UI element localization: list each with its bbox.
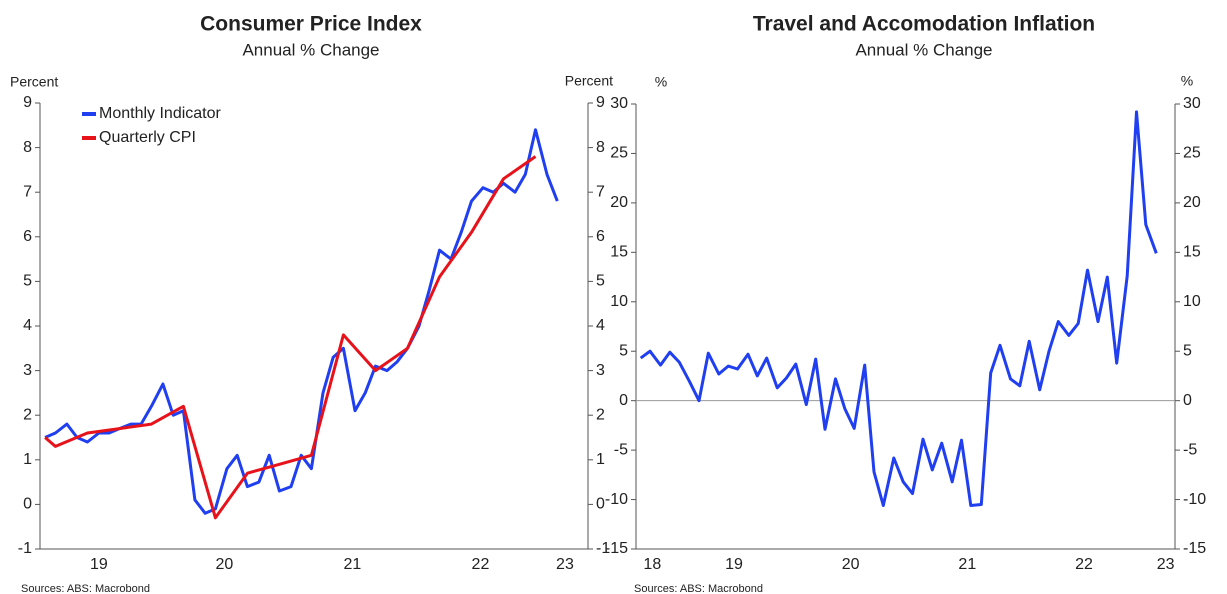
y2-tick-label: 6	[596, 228, 605, 245]
x-tick-label: 21	[344, 556, 362, 573]
y2-tick-label: 4	[596, 317, 605, 334]
x-tick-label: 19	[90, 556, 108, 573]
y2-tick-label: 20	[1183, 194, 1201, 211]
y-tick-label: 8	[23, 139, 32, 156]
y-axis-label: Percent	[10, 74, 58, 90]
y2-tick-label: 5	[1183, 342, 1192, 359]
x-tick-label: 23	[556, 556, 574, 573]
legend-label: Quarterly CPI	[99, 129, 196, 146]
y-tick-label: 7	[23, 183, 32, 200]
chart-subtitle: Annual % Change	[855, 40, 992, 59]
line	[639, 110, 1158, 507]
y-tick-label: 20	[610, 194, 628, 211]
y2-tick-label: 3	[596, 362, 605, 379]
y2-tick-label: -15	[1183, 540, 1206, 557]
y2-tick-label: 0	[1183, 392, 1192, 409]
y-tick-label: 25	[610, 145, 628, 162]
y-tick-label: -5	[614, 441, 628, 458]
y-axis-label: %	[655, 74, 667, 90]
y-tick-label: 1	[23, 451, 32, 468]
line	[44, 128, 559, 515]
x-tick-label: 22	[1075, 556, 1093, 573]
y2-tick-label: 7	[596, 183, 605, 200]
chart-title: Travel and Accomodation Inflation	[753, 13, 1095, 36]
y-tick-label: 5	[619, 342, 628, 359]
x-tick-label: 19	[725, 556, 743, 573]
y-tick-label: 3	[23, 362, 32, 379]
y-tick-label: 30	[610, 95, 628, 112]
y-tick-label: 10	[610, 293, 628, 310]
x-tick-label: 18	[643, 556, 661, 573]
y2-tick-label: -1	[596, 540, 610, 557]
y2-tick-label: 10	[1183, 293, 1201, 310]
y-tick-label: 0	[23, 496, 32, 513]
x-tick-label: 23	[1157, 556, 1175, 573]
y2-tick-label: -10	[1183, 491, 1206, 508]
y-tick-label: 15	[610, 244, 628, 261]
y2-tick-label: 30	[1183, 95, 1201, 112]
chart-subtitle: Annual % Change	[242, 40, 379, 59]
x-tick-label: 22	[472, 556, 490, 573]
y-tick-label: -10	[605, 491, 628, 508]
y-tick-label: 4	[23, 317, 32, 334]
y2-tick-label: 2	[596, 406, 605, 423]
y-tick-label: 2	[23, 406, 32, 423]
y2-tick-label: 8	[596, 139, 605, 156]
y2-axis-label: %	[1181, 73, 1193, 89]
y2-tick-label: -5	[1183, 441, 1197, 458]
y-tick-label: 9	[23, 94, 32, 111]
y-tick-label: 0	[619, 392, 628, 409]
source: Sources: ABS: Macrobond	[21, 583, 150, 594]
x-tick-label: 20	[215, 556, 233, 573]
y-tick-label: -15	[605, 540, 628, 557]
y2-axis-label: Percent	[565, 73, 613, 89]
y2-tick-label: 5	[596, 273, 605, 290]
y2-tick-label: 25	[1183, 145, 1201, 162]
y-tick-label: 6	[23, 228, 32, 245]
x-tick-label: 21	[958, 556, 976, 573]
y-tick-label: -1	[18, 540, 32, 557]
line	[44, 155, 537, 520]
source: Sources: ABS: Macrobond	[634, 583, 763, 594]
legend-label: Monthly Indicator	[99, 105, 222, 122]
y2-tick-label: 1	[596, 451, 605, 468]
y2-tick-label: 15	[1183, 244, 1201, 261]
x-tick-label: 20	[842, 556, 860, 573]
y-tick-label: 5	[23, 273, 32, 290]
chart-title: Consumer Price Index	[200, 13, 422, 36]
y2-tick-label: 9	[596, 94, 605, 111]
y2-tick-label: 0	[596, 496, 605, 513]
